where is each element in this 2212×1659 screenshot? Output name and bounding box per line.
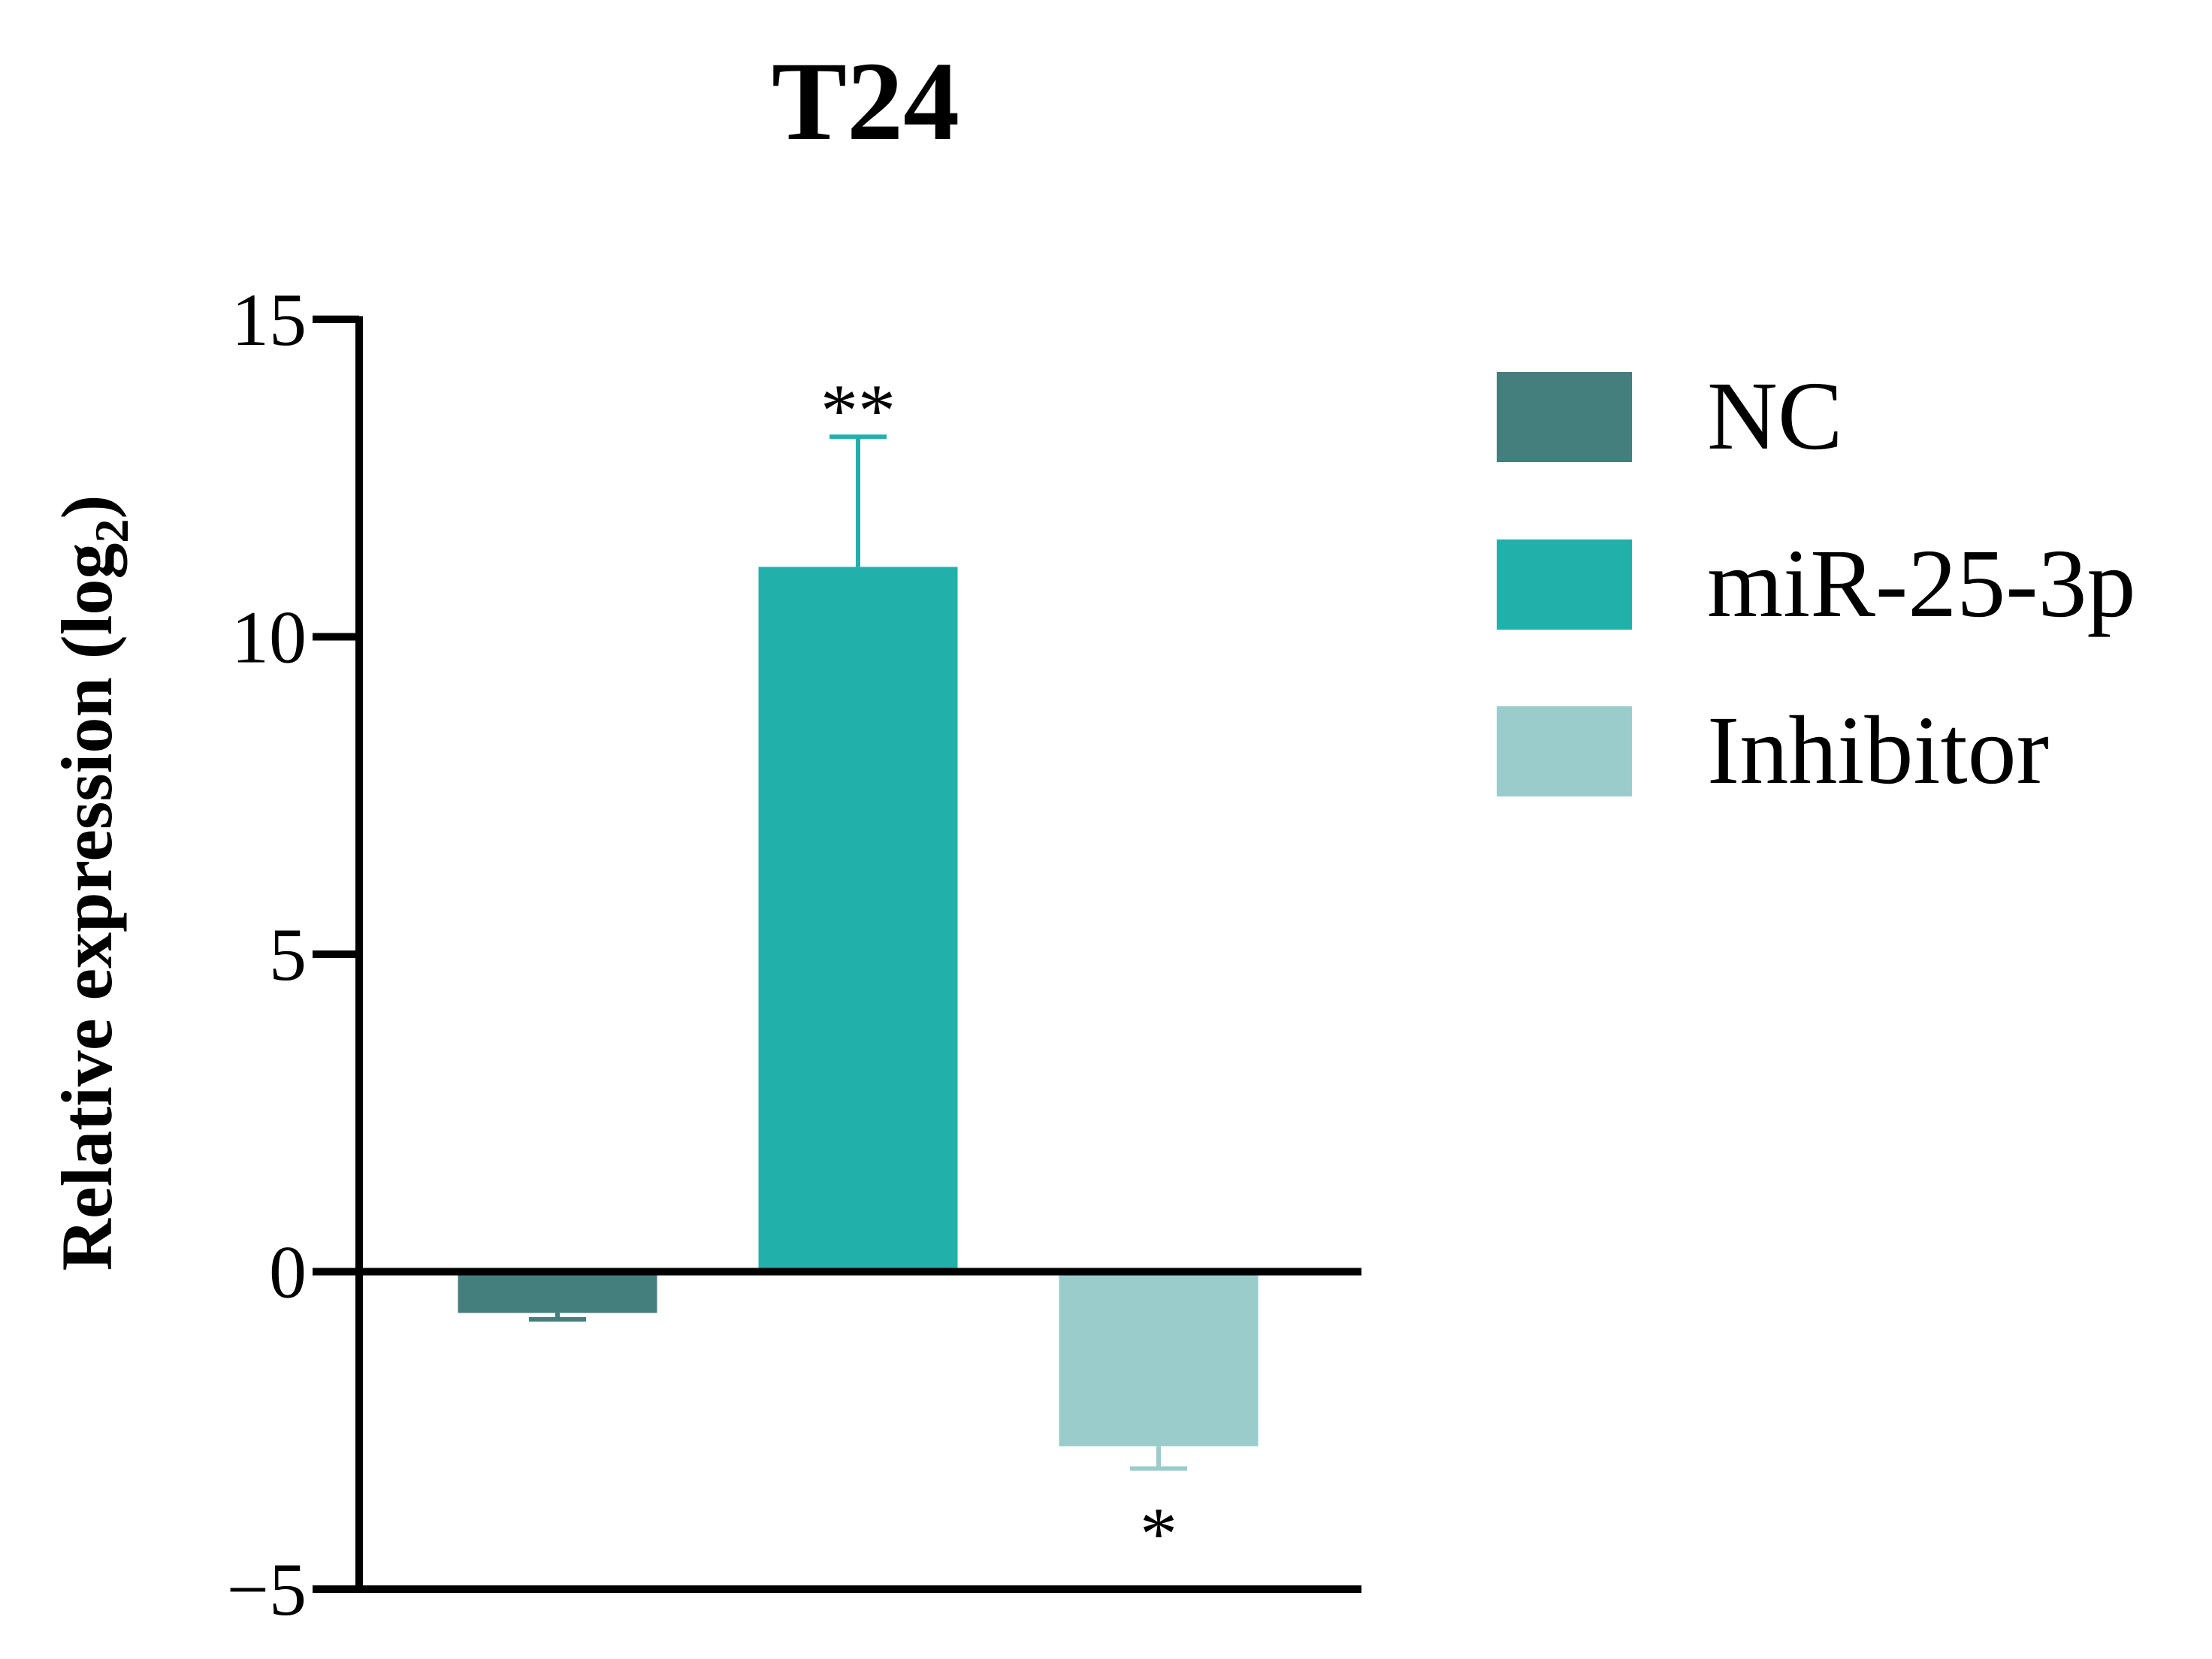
y-tick-label: 5 — [269, 913, 307, 996]
bar-mir-25-3p — [758, 567, 958, 1272]
y-tick-label: −5 — [227, 1548, 307, 1631]
significance-marker: ** — [820, 368, 896, 452]
legend-swatch — [1497, 706, 1632, 796]
bar-nc — [458, 1271, 657, 1313]
y-tick-label: 10 — [231, 596, 307, 679]
y-axis-label: Relative expression (log2) — [47, 495, 138, 1271]
legend-swatch — [1497, 539, 1632, 630]
legend-label: miR-25-3p — [1707, 530, 2136, 638]
chart-title: T24 — [772, 39, 959, 164]
y-tick-label: 15 — [231, 278, 307, 361]
legend: NC miR-25-3p Inhibitor — [1497, 362, 2136, 805]
legend-label: Inhibitor — [1707, 697, 2049, 805]
legend-label: NC — [1707, 362, 1843, 470]
y-tick-label: 0 — [269, 1231, 307, 1314]
bar-inhibitor — [1059, 1271, 1259, 1446]
significance-marker: * — [1140, 1491, 1177, 1575]
legend-swatch — [1497, 372, 1632, 462]
